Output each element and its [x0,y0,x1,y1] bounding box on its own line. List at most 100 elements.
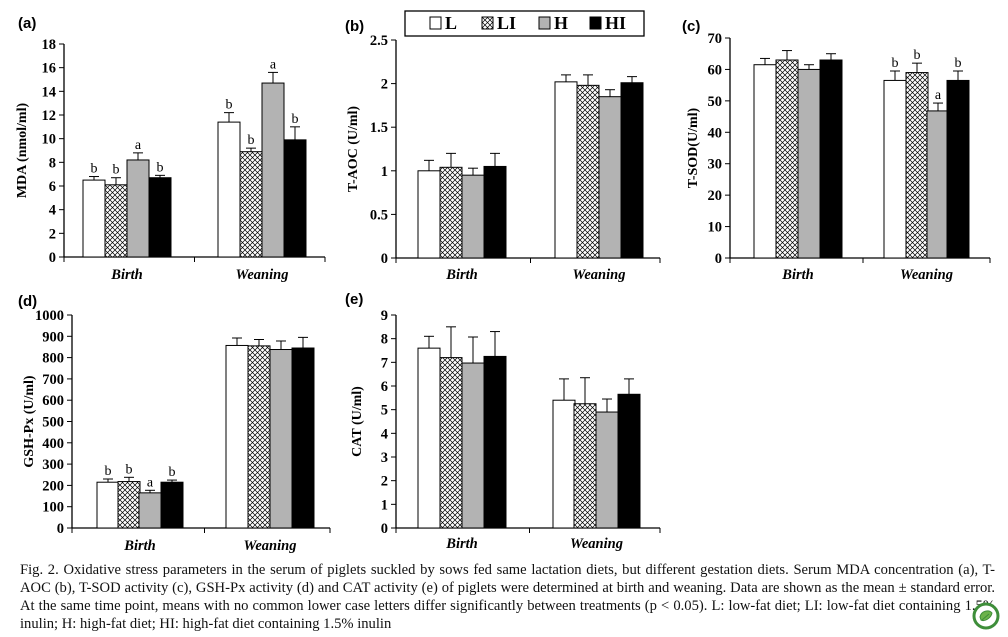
y-tick-label: 20 [708,188,723,204]
chart-panel-4: (e) CAT (U/ml) 0 1 2 3 4 5 6 7 8 9 Birth Weaning [345,291,661,552]
y-tick-label: 1 [381,497,388,513]
bar-li-weaning [573,403,597,529]
bar-l-birth [417,170,441,259]
green-circle-logo-icon [972,602,1000,630]
bar-l-birth [753,64,777,259]
bar-hi-birth [160,481,184,529]
y-tick-label: 60 [708,62,723,78]
chart-panel-1: (b) T-AOC (U/ml) 0 0.5 1 1.5 2 2.5 Birth Weaning [345,18,661,283]
y-tick-label: 0 [57,521,64,537]
legend-swatch-l [429,16,442,30]
y-axis-label: GSH-Px (U/ml) [22,375,37,467]
bar-hi-birth [148,177,172,258]
significance-letter: b [914,48,921,63]
bar-hi-birth [483,355,507,529]
bar-l-weaning [225,344,249,529]
y-tick-label: 2.5 [370,33,388,49]
y-tick-label: 600 [42,393,64,409]
significance-letter: b [226,98,233,113]
y-tick-label: 0 [381,521,388,537]
panel-label: (a) [18,15,36,32]
significance-letter: b [169,465,176,480]
bar-h-birth [797,68,821,259]
y-tick-label: 4 [381,426,388,442]
y-tick-label: 6 [381,379,388,395]
x-category-label: Birth [445,267,477,283]
y-axis-label: MDA (nmol/ml) [15,103,30,199]
legend-swatch-li [481,16,494,30]
y-tick-label: 900 [42,329,64,345]
bar-li-birth [104,184,128,258]
panel-label: (b) [345,18,364,35]
y-tick-label: 800 [42,351,64,367]
bar-l-weaning [552,399,576,529]
x-category-label: Birth [781,267,813,283]
bar-h-weaning [269,349,293,529]
y-tick-label: 1000 [35,308,64,324]
y-tick-label: 6 [49,179,56,195]
y-tick-label: 200 [42,478,64,494]
significance-letter: a [270,57,277,72]
bar-li-weaning [905,72,929,259]
y-tick-label: 500 [42,415,64,431]
y-tick-label: 30 [708,157,723,173]
x-category-label: Weaning [570,536,623,552]
y-tick-label: 12 [42,108,57,124]
chart-panel-0: (a) MDA (nmol/ml) 0 2 4 6 8 10 12 14 16 18 Birth Wean… [15,15,326,283]
bar-li-weaning [247,345,271,529]
y-tick-label: 300 [42,457,64,473]
panel-label: (d) [18,293,37,310]
bar-l-birth [417,347,441,529]
significance-letter: b [105,464,112,479]
y-axis-label: CAT (U/ml) [350,386,365,457]
legend-label-l: L [445,13,457,33]
y-tick-label: 40 [708,125,723,141]
y-tick-label: 50 [708,94,723,110]
significance-letter: b [955,56,962,71]
bar-hi-weaning [283,139,307,258]
y-tick-label: 0 [715,251,722,267]
panel-label: (c) [682,18,700,35]
bar-l-weaning [883,79,907,259]
significance-letter: b [126,462,133,477]
x-category-label: Birth [445,536,477,552]
legend: L LI H HI [404,10,645,37]
significance-letter: b [113,163,120,178]
bar-li-birth [775,59,799,259]
figure-caption: Fig. 2. Oxidative stress parameters in t… [20,562,995,632]
bar-l-weaning [554,81,578,259]
legend-box [404,10,645,37]
legend-label-h: H [554,13,568,33]
significance-letter: b [292,112,299,127]
y-tick-label: 8 [381,332,388,348]
y-tick-label: 1 [381,164,388,180]
significance-letter: a [147,475,154,490]
x-category-label: Weaning [236,267,289,283]
bar-li-weaning [239,151,263,258]
y-tick-label: 0 [381,251,388,267]
bar-h-weaning [595,411,619,529]
panel-label: (e) [345,291,363,308]
significance-letter: a [935,88,942,103]
bar-hi-birth [819,59,843,259]
bar-hi-weaning [946,79,970,259]
y-tick-label: 3 [381,450,388,466]
bar-h-birth [138,492,162,529]
x-category-label: Weaning [573,267,626,283]
bar-h-weaning [598,96,622,259]
significance-letter: b [892,56,899,71]
y-tick-label: 7 [381,355,388,371]
bar-li-birth [117,481,141,529]
y-tick-label: 2 [49,226,56,242]
y-tick-label: 700 [42,372,64,388]
bar-li-birth [439,357,463,529]
bar-hi-birth [483,165,507,259]
y-axis-label: T-AOC (U/ml) [346,106,361,193]
y-tick-label: 10 [42,132,57,148]
bar-h-weaning [926,110,950,259]
y-tick-label: 10 [708,220,723,236]
y-tick-label: 4 [49,203,56,219]
x-category-label: Weaning [900,267,953,283]
y-tick-label: 8 [49,155,56,171]
y-tick-label: 1.5 [370,120,388,136]
